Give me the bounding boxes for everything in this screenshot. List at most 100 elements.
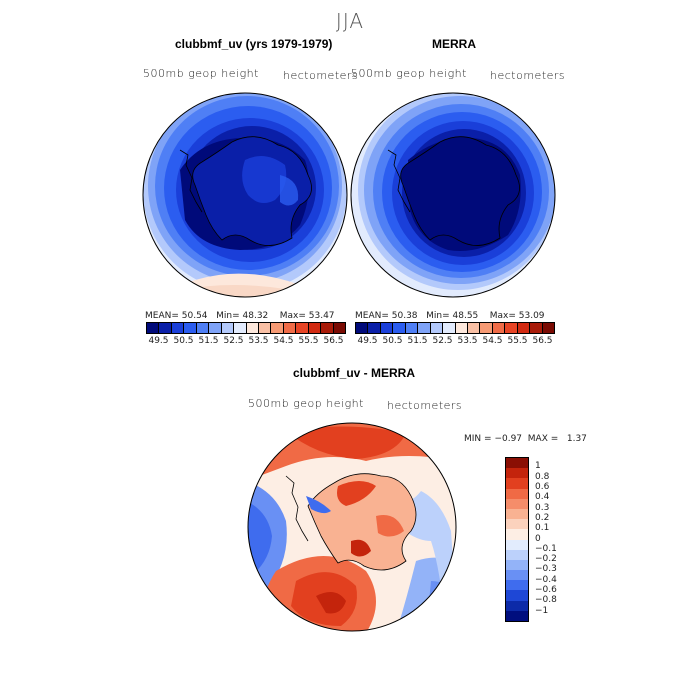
colorbar-tick-label: 50.5 (173, 336, 194, 346)
colorbar-swatch (530, 323, 543, 333)
colorbar-tick-label: 53.5 (457, 336, 478, 346)
diff-colorbar-ticks: 1 0.8 0.6 0.4 0.3 0.2 0.1 0 −0.1 −0.2 −0.3 −0.4 −0.6… (535, 457, 575, 622)
colorbar-tick-label: 52.5 (432, 336, 453, 346)
model-panel-title: clubbmf_uv (yrs 1979-1979) (175, 37, 333, 51)
colorbar-swatch (467, 323, 481, 333)
colorbar-tick-label: 53.5 (248, 336, 269, 346)
obs-units-label: hectometers (490, 69, 566, 82)
colorbar-tick-label: −1 (535, 605, 549, 616)
colorbar-tick-label: 0.3 (535, 502, 550, 513)
colorbar-tick-label: 56.5 (323, 336, 344, 346)
colorbar-swatch (506, 498, 528, 509)
colorbar-swatch (246, 323, 259, 333)
colorbar-swatch (171, 323, 185, 333)
colorbar-swatch (542, 323, 554, 333)
colorbar-tick-label: 1 (535, 461, 541, 472)
colorbar-tick-label: 51.5 (407, 336, 428, 346)
colorbar-swatch (405, 323, 419, 333)
diff-polar-map (247, 422, 457, 632)
model-colorbar (146, 322, 346, 334)
colorbar-swatch (506, 580, 528, 591)
colorbar-tick-label: −0.3 (535, 564, 557, 575)
colorbar-swatch (296, 323, 309, 333)
colorbar-swatch (506, 458, 528, 469)
model-variable-label: 500mb geop height (143, 67, 259, 80)
obs-polar-map (350, 92, 556, 298)
colorbar-tick-label: −0.1 (535, 543, 557, 554)
colorbar-tick-label: 0.4 (535, 492, 550, 503)
colorbar-swatch (506, 468, 528, 479)
colorbar-swatch (184, 323, 197, 333)
colorbar-tick-label: 49.5 (357, 336, 378, 346)
colorbar-tick-label: 49.5 (148, 336, 169, 346)
colorbar-swatch (506, 610, 528, 621)
colorbar-tick-label: −0.8 (535, 595, 557, 606)
model-stats: MEAN= 50.54 Min= 48.32 Max= 53.47 (145, 311, 335, 321)
diff-variable-label: 500mb geop height (248, 397, 364, 410)
diff-colorbar (505, 457, 529, 622)
colorbar-swatch (506, 488, 528, 499)
colorbar-tick-label: −0.2 (535, 554, 557, 565)
colorbar-swatch (506, 590, 528, 601)
colorbar-tick-label: −0.6 (535, 585, 557, 596)
colorbar-tick-label: 52.5 (223, 336, 244, 346)
colorbar-swatch (209, 323, 222, 333)
colorbar-swatch (234, 323, 247, 333)
obs-colorbar (355, 322, 555, 334)
colorbar-swatch (430, 323, 444, 333)
model-units-label: hectometers (283, 69, 359, 82)
colorbar-swatch (506, 529, 528, 540)
colorbar-tick-label: 51.5 (198, 336, 219, 346)
colorbar-tick-label: 0.1 (535, 523, 550, 534)
colorbar-swatch (506, 478, 528, 489)
colorbar-swatch (368, 323, 381, 333)
colorbar-swatch (321, 323, 334, 333)
colorbar-swatch (492, 323, 506, 333)
colorbar-tick-label: 55.5 (507, 336, 528, 346)
colorbar-tick-label: 0 (535, 533, 541, 544)
colorbar-tick-label: 0.8 (535, 471, 550, 482)
colorbar-swatch (356, 323, 369, 333)
obs-colorbar-ticks: 49.5 50.5 51.5 52.5 53.5 54.5 55.5 56.5 (355, 336, 555, 348)
diff-panel-title: clubbmf_uv - MERRA (293, 366, 416, 380)
colorbar-tick-label: 54.5 (482, 336, 503, 346)
colorbar-swatch (455, 323, 468, 333)
colorbar-swatch (393, 323, 406, 333)
obs-panel-title: MERRA (432, 37, 476, 51)
colorbar-swatch (506, 519, 528, 530)
colorbar-swatch (506, 549, 528, 560)
colorbar-swatch (418, 323, 431, 333)
colorbar-swatch (443, 323, 456, 333)
colorbar-swatch (221, 323, 235, 333)
colorbar-swatch (271, 323, 284, 333)
colorbar-swatch (505, 323, 518, 333)
colorbar-tick-label: 50.5 (382, 336, 403, 346)
colorbar-tick-label: 54.5 (273, 336, 294, 346)
colorbar-swatch (506, 539, 528, 550)
obs-variable-label: 500mb geop height (351, 67, 467, 80)
colorbar-swatch (506, 508, 528, 520)
colorbar-swatch (308, 323, 322, 333)
colorbar-tick-label: −0.4 (535, 574, 557, 585)
model-polar-map (142, 92, 348, 298)
obs-stats: MEAN= 50.38 Min= 48.55 Max= 53.09 (355, 311, 545, 321)
colorbar-swatch (147, 323, 160, 333)
diff-stats: MIN = −0.97 MAX = 1.37 (464, 434, 587, 444)
colorbar-tick-label: 55.5 (298, 336, 319, 346)
colorbar-swatch (517, 323, 531, 333)
colorbar-tick-label: 0.2 (535, 512, 550, 523)
colorbar-swatch (506, 600, 528, 611)
colorbar-swatch (283, 323, 297, 333)
colorbar-swatch (380, 323, 394, 333)
colorbar-tick-label: 0.6 (535, 481, 550, 492)
colorbar-swatch (480, 323, 493, 333)
colorbar-swatch (159, 323, 172, 333)
colorbar-swatch (196, 323, 210, 333)
colorbar-swatch (506, 570, 528, 581)
colorbar-swatch (258, 323, 272, 333)
model-colorbar-ticks: 49.5 50.5 51.5 52.5 53.5 54.5 55.5 56.5 (146, 336, 346, 348)
colorbar-swatch (506, 559, 528, 571)
diff-units-label: hectometers (387, 399, 463, 412)
figure-title: JJA (335, 9, 365, 33)
colorbar-swatch (333, 323, 345, 333)
